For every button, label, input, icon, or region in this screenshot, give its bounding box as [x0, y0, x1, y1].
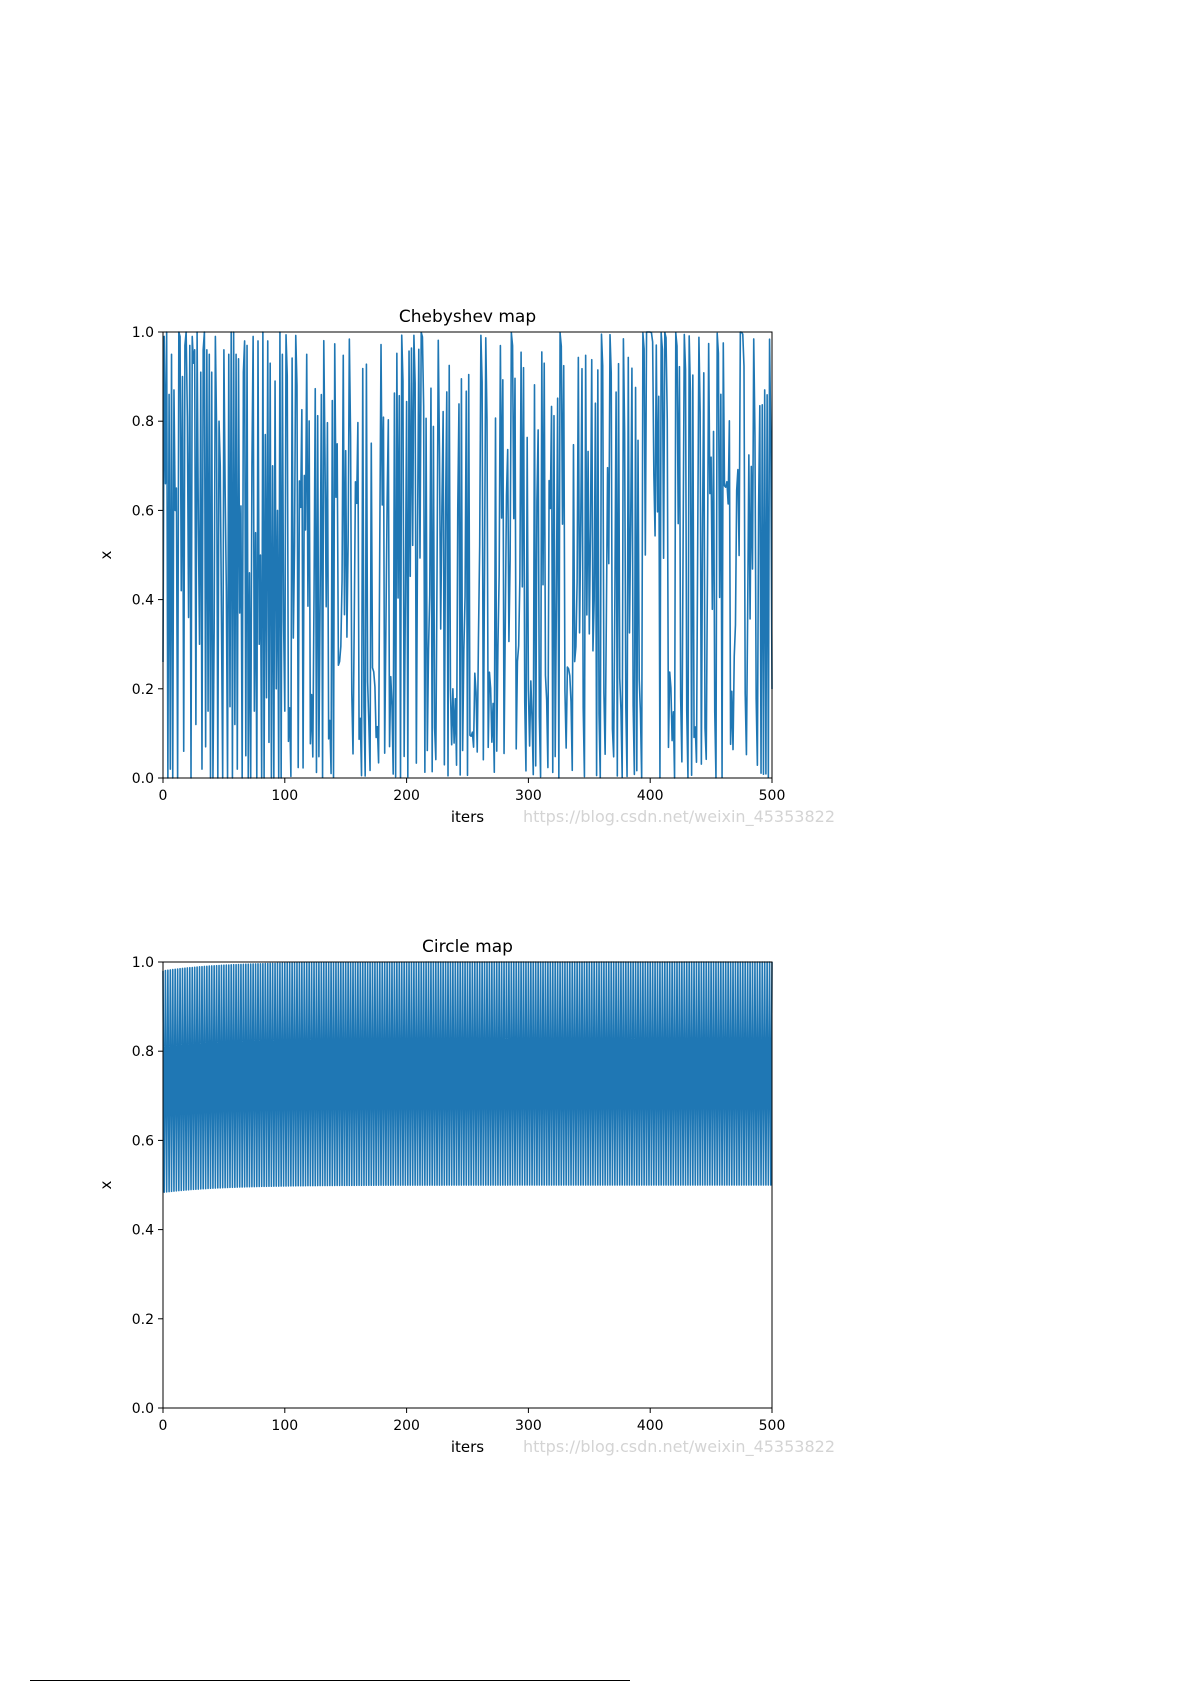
chebyshev-chart: Chebyshev map 0 100 200 300 400 500 0.0 0.2 0.4 0.…: [97, 307, 835, 827]
circle-title: Circle map: [422, 937, 513, 957]
circle-ytick-label: 0.2: [132, 1312, 154, 1328]
circle-ytick-label: 0.6: [132, 1133, 154, 1149]
circle-ylabel: x: [97, 1180, 115, 1189]
chebyshev-xtick-label: 0: [159, 788, 168, 804]
circle-axes-frame: [162, 961, 773, 1409]
chebyshev-ytick-label: 0.0: [132, 771, 154, 787]
chebyshev-ylabel: x: [97, 550, 115, 559]
circle-xtick-label: 500: [759, 1418, 786, 1434]
chebyshev-title: Chebyshev map: [399, 307, 536, 327]
chebyshev-xtick-label: 100: [271, 788, 298, 804]
circle-xlabel: iters: [451, 1438, 484, 1456]
circle-ytick-label: 0.0: [132, 1401, 154, 1417]
chebyshev-axes-frame: [162, 331, 773, 779]
chebyshev-series-line: [162, 331, 773, 779]
chebyshev-xtick-label: 500: [759, 788, 786, 804]
chebyshev-ytick-label: 0.4: [132, 593, 154, 609]
circle-ytick-label: 0.4: [132, 1223, 154, 1239]
chebyshev-ytick-label: 0.2: [132, 682, 154, 698]
circle-xtick-label: 0: [159, 1418, 168, 1434]
chebyshev-figure: Chebyshev map 0 100 200 300 400 500 0.0 0.2 0.4 0.…: [0, 270, 1191, 830]
circle-xtick-label: 300: [515, 1418, 542, 1434]
circle-xtick-label: 200: [393, 1418, 420, 1434]
chebyshev-xtick-label: 400: [637, 788, 664, 804]
chebyshev-ytick-label: 0.8: [132, 414, 154, 430]
circle-series-line: [162, 961, 773, 1193]
chebyshev-ytick-label: 1.0: [132, 325, 154, 341]
circle-ytick-label: 0.8: [132, 1044, 154, 1060]
chebyshev-xlabel: iters: [451, 808, 484, 826]
circle-xtick-label: 400: [637, 1418, 664, 1434]
chebyshev-xtick-label: 200: [393, 788, 420, 804]
page-footer-rule: [30, 1680, 630, 1681]
circle-chart: Circle map 0 100 200 300 400 500 0.0 0.2 0.4 0.6 0.…: [97, 937, 835, 1457]
circle-figure: Circle map 0 100 200 300 400 500 0.0 0.2 0.4 0.6 0.…: [0, 900, 1191, 1460]
circle-watermark: https://blog.csdn.net/weixin_45353822: [523, 1437, 835, 1457]
circle-xtick-label: 100: [271, 1418, 298, 1434]
chebyshev-watermark: https://blog.csdn.net/weixin_45353822: [523, 807, 835, 827]
chebyshev-ytick-label: 0.6: [132, 503, 154, 519]
circle-ytick-label: 1.0: [132, 955, 154, 971]
chebyshev-xtick-label: 300: [515, 788, 542, 804]
